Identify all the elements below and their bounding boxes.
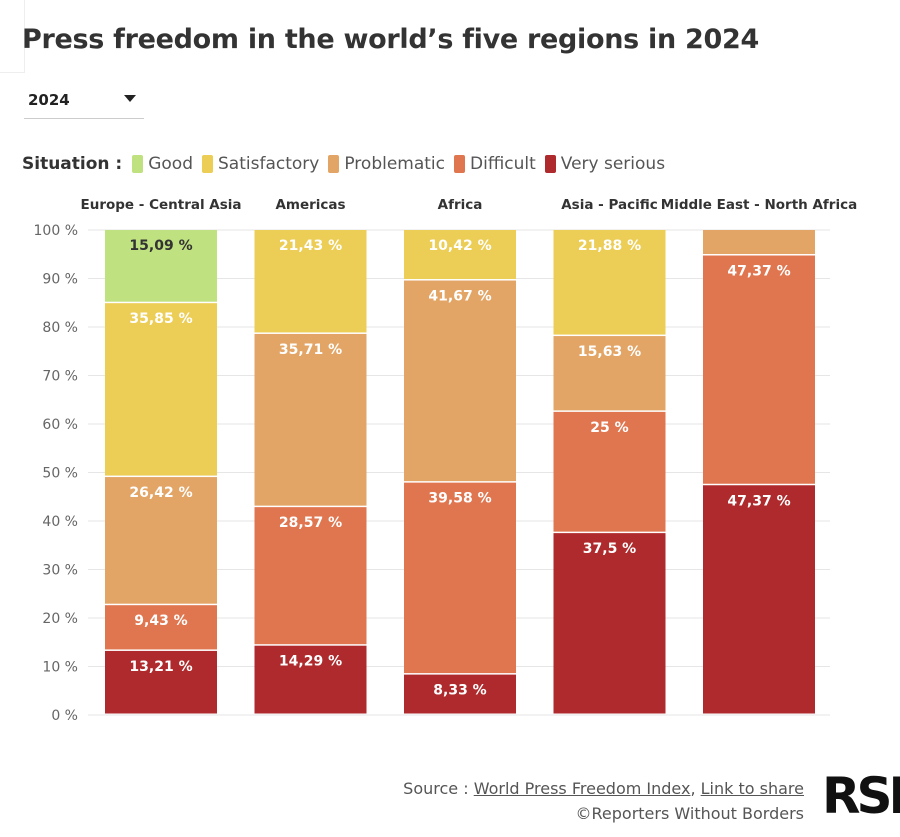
y-tick-label: 20 % [42, 611, 78, 627]
bar-asia-pacific-very-serious [553, 533, 666, 714]
data-label-americas-very-serious: 14,29 % [279, 654, 342, 670]
source-separator: , [690, 779, 696, 798]
legend-title: Situation : [22, 154, 123, 174]
y-tick-label: 60 % [42, 417, 78, 433]
data-label-middle-east-north-africa-difficult: 47,37 % [727, 264, 790, 280]
category-label-africa: Africa [438, 197, 483, 213]
legend-item-very-serious[interactable]: Very serious [544, 154, 666, 174]
year-dropdown[interactable]: 2024 [24, 82, 144, 119]
data-label-africa-difficult: 39,58 % [428, 491, 491, 507]
bar-europe-central-asia-satisfactory [105, 303, 217, 476]
data-label-africa-satisfactory: 10,42 % [428, 238, 491, 254]
data-label-americas-difficult: 28,57 % [279, 515, 342, 531]
source-line: Source : World Press Freedom Index, Link… [403, 776, 804, 801]
bar-europe-central-asia-difficult [105, 605, 217, 650]
bar-africa-satisfactory [404, 230, 516, 280]
bar-middle-east-north-africa-problematic [703, 230, 815, 255]
data-label-asia-pacific-difficult: 25 % [590, 420, 628, 436]
bar-americas-problematic [254, 333, 367, 506]
legend-swatch-good [132, 155, 144, 173]
data-label-asia-pacific-problematic: 15,63 % [578, 344, 641, 360]
top-left-frame [0, 0, 25, 73]
bar-asia-pacific-satisfactory [553, 229, 666, 335]
rsf-logo: RSF [822, 767, 900, 825]
category-label-europe-central-asia: Europe - Central Asia [80, 197, 241, 213]
year-dropdown-value: 2024 [28, 91, 70, 109]
y-tick-label: 30 % [42, 563, 78, 579]
data-label-europe-central-asia-difficult: 9,43 % [134, 613, 187, 629]
y-tick-label: 100 % [34, 223, 78, 239]
copyright: ©Reporters Without Borders [575, 804, 804, 823]
bar-middle-east-north-africa-very-serious [703, 485, 815, 714]
category-label-middle-east-north-africa: Middle East - North Africa [661, 197, 857, 213]
data-label-asia-pacific-very-serious: 37,5 % [583, 541, 636, 557]
bar-asia-pacific-difficult [553, 411, 666, 532]
bar-europe-central-asia-problematic [105, 477, 217, 604]
bar-americas-satisfactory [254, 230, 367, 333]
source-prefix: Source : [403, 779, 469, 798]
bar-americas-difficult [254, 507, 367, 645]
data-label-americas-satisfactory: 21,43 % [279, 238, 342, 254]
category-label-asia-pacific: Asia - Pacific [561, 197, 658, 213]
data-label-americas-problematic: 35,71 % [279, 342, 342, 358]
bar-americas-very-serious [254, 645, 367, 714]
bar-africa-difficult [404, 482, 516, 674]
data-label-europe-central-asia-good: 15,09 % [129, 238, 192, 254]
legend-swatch-satisfactory [202, 155, 214, 173]
y-tick-label: 90 % [42, 272, 78, 288]
bar-asia-pacific-problematic [553, 336, 666, 411]
share-link[interactable]: Link to share [700, 779, 804, 798]
legend-swatch-very-serious [544, 155, 556, 173]
y-tick-label: 40 % [42, 514, 78, 530]
chart-title: Press freedom in the world’s five region… [22, 24, 759, 55]
data-label-europe-central-asia-very-serious: 13,21 % [129, 659, 192, 675]
legend: Situation : Good Satisfactory Problemati… [22, 152, 674, 176]
data-label-middle-east-north-africa-very-serious: 47,37 % [727, 493, 790, 509]
legend-label-problematic: Problematic [344, 154, 445, 174]
legend-label-difficult: Difficult [470, 154, 536, 174]
legend-label-good: Good [148, 154, 194, 174]
legend-swatch-problematic [328, 155, 340, 173]
bar-europe-central-asia-very-serious [105, 650, 217, 714]
legend-label-satisfactory: Satisfactory [218, 154, 320, 174]
bar-africa-very-serious [404, 674, 516, 714]
stacked-bar-chart: 0 % 10 % 20 % 30 % 40 % 50 % 60 % 70 % 80 % 90 % 1… [34, 197, 858, 724]
y-tick-label: 70 % [42, 369, 78, 385]
bar-middle-east-north-africa-difficult [703, 255, 815, 484]
y-tick-label: 10 % [42, 660, 78, 676]
data-label-africa-very-serious: 8,33 % [433, 683, 486, 699]
legend-item-satisfactory[interactable]: Satisfactory [202, 154, 319, 174]
y-tick-label: 80 % [42, 320, 78, 336]
legend-item-problematic[interactable]: Problematic [328, 154, 445, 174]
data-label-europe-central-asia-problematic: 26,42 % [129, 485, 192, 501]
bar-europe-central-asia-good [105, 230, 217, 302]
y-tick-label: 0 % [51, 708, 78, 724]
bar-africa-problematic [404, 280, 516, 482]
legend-item-difficult[interactable]: Difficult [454, 154, 536, 174]
legend-label-very-serious: Very serious [560, 154, 666, 174]
data-label-asia-pacific-satisfactory: 21,88 % [578, 238, 641, 254]
y-tick-label: 50 % [42, 466, 78, 482]
data-label-africa-problematic: 41,67 % [428, 289, 491, 305]
category-label-americas: Americas [275, 197, 345, 213]
legend-item-good[interactable]: Good [132, 154, 193, 174]
data-label-europe-central-asia-satisfactory: 35,85 % [129, 311, 192, 327]
legend-swatch-difficult [454, 155, 465, 173]
chart-footer: Source : World Press Freedom Index, Link… [403, 776, 804, 826]
source-link[interactable]: World Press Freedom Index [473, 779, 691, 798]
chevron-down-icon [124, 95, 136, 102]
